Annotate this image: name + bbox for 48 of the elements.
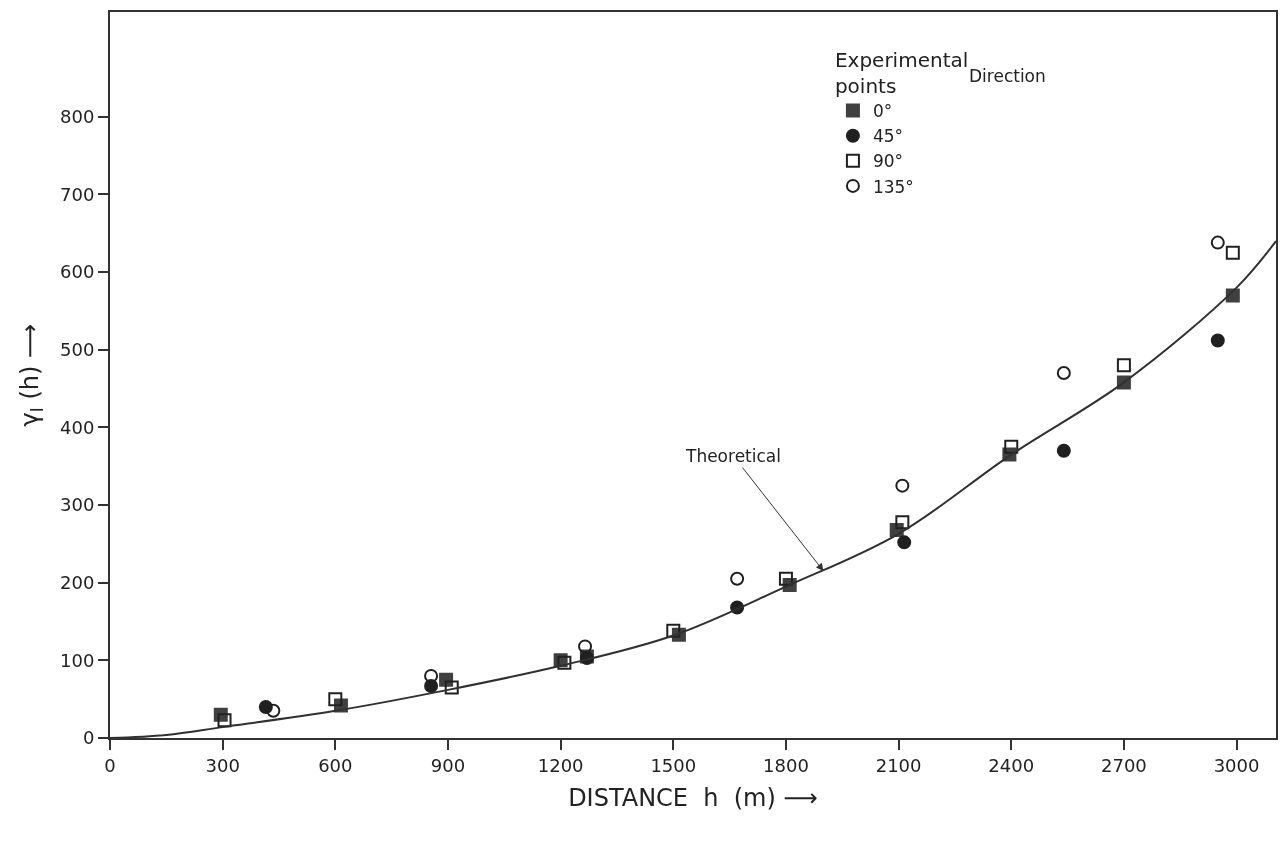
x-tick-label: 600 [318, 754, 353, 776]
point [557, 655, 572, 670]
x-tick-label: 2400 [988, 754, 1035, 776]
x-tick-label: 1800 [763, 754, 809, 776]
point [730, 571, 745, 586]
point [1210, 235, 1225, 250]
annotation: Theoretical [685, 446, 781, 466]
point [328, 692, 343, 707]
y-tick-label: 100 [60, 649, 95, 671]
y-tick-label: 0 [82, 727, 95, 749]
annotation: Direction [969, 66, 1046, 86]
legend-label: 0° [872, 101, 893, 122]
y-tick-label: 200 [60, 572, 95, 594]
point [666, 623, 681, 638]
x-tick-label: 3000 [1213, 754, 1260, 776]
legend-label: 90° [872, 151, 904, 172]
y-tick-label: 800 [60, 106, 95, 128]
point [1056, 366, 1071, 381]
point [1210, 333, 1225, 348]
y-tick-label: 400 [60, 416, 95, 438]
x-tick-label: 1200 [537, 754, 584, 776]
x-tick-label: 300 [205, 754, 240, 776]
point [1056, 443, 1071, 458]
legend-title: Experimental points [834, 48, 969, 99]
y-tick-label: 300 [60, 494, 95, 516]
y-tick-label: 600 [60, 261, 95, 283]
legend-label: 45° [872, 126, 904, 147]
point [1225, 245, 1240, 260]
x-tick-label: 900 [430, 754, 466, 776]
x-axis-title: DISTANCE h (m) ⟶ [568, 784, 818, 813]
point [1004, 439, 1019, 454]
point [578, 639, 593, 654]
legend-label: 135° [872, 176, 914, 197]
y-tick-label: 700 [60, 183, 95, 205]
point [217, 713, 232, 728]
point [1116, 358, 1131, 373]
point [266, 703, 281, 718]
x-tick-label: 2700 [1101, 754, 1147, 776]
x-tick-label: 2100 [875, 754, 922, 776]
point [895, 515, 910, 530]
point [895, 478, 910, 493]
point [778, 571, 793, 586]
point [897, 535, 912, 550]
y-tick-label: 500 [60, 339, 95, 361]
point [424, 668, 439, 683]
x-tick-label: 0 [104, 754, 116, 776]
point [444, 680, 459, 695]
x-tick-label: 1500 [650, 754, 697, 776]
